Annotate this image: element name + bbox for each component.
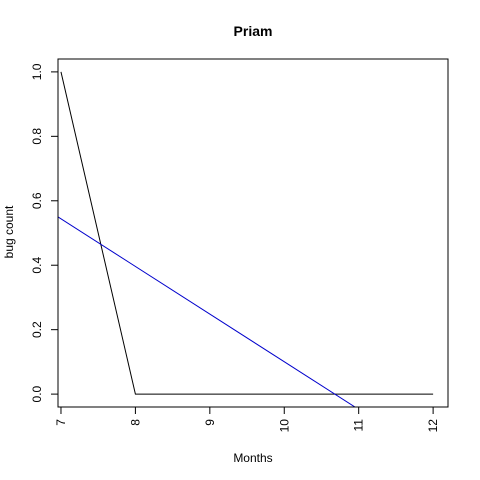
chart-title: Priam — [234, 23, 273, 39]
x-tick-label: 12 — [426, 419, 440, 433]
y-tick-label: 0.0 — [30, 385, 44, 402]
y-tick-label: 0.4 — [30, 257, 44, 274]
y-axis: 0.0 0.2 0.4 0.6 0.8 1.0 — [30, 63, 58, 402]
y-tick-label: 0.8 — [30, 128, 44, 145]
y-tick-label: 1.0 — [30, 63, 44, 80]
x-tick-label: 10 — [277, 419, 291, 433]
series-line-2 — [58, 216, 356, 407]
y-tick-label: 0.2 — [30, 321, 44, 338]
y-axis-label: bug count — [2, 205, 16, 258]
x-tick-label: 7 — [54, 419, 68, 426]
x-tick-label: 9 — [203, 419, 217, 426]
x-tick-label: 8 — [128, 419, 142, 426]
plot-area — [58, 71, 434, 407]
x-tick-label: 11 — [352, 419, 366, 432]
x-axis: 7 8 9 10 11 12 — [54, 407, 440, 432]
plot-frame — [57, 58, 449, 408]
x-axis-label: Months — [233, 451, 272, 465]
series-line-1 — [60, 71, 434, 395]
y-tick-label: 0.6 — [30, 192, 44, 209]
